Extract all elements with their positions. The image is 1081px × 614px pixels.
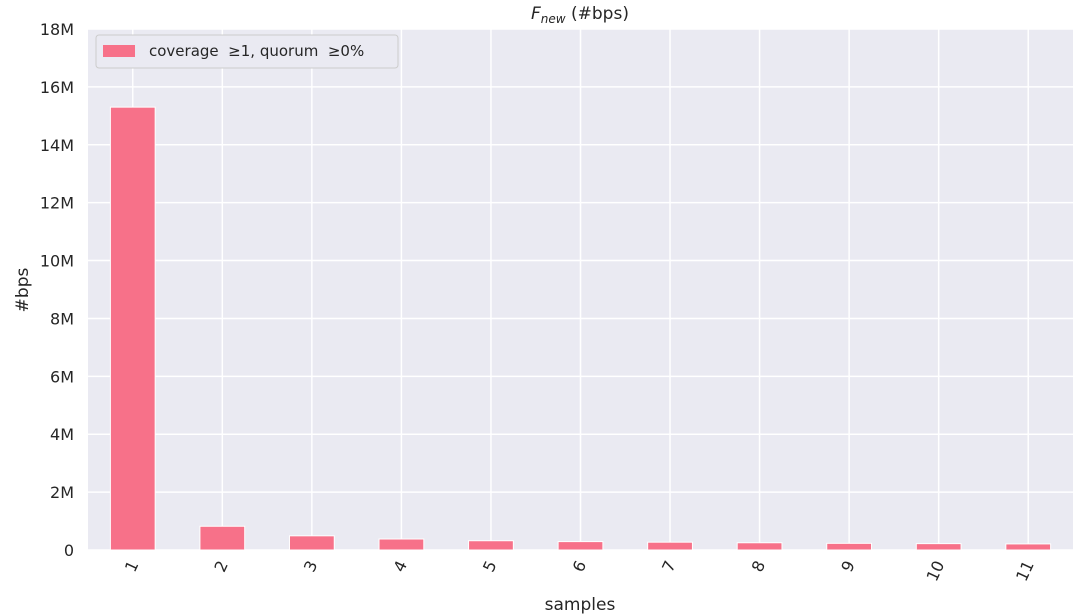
legend-label: coverage ≥1, quorum ≥0%	[149, 42, 364, 60]
bar	[199, 525, 246, 551]
bar	[468, 540, 514, 551]
bar	[288, 535, 335, 551]
x-tick-label: 7	[658, 558, 680, 575]
y-tick-label: 10M	[40, 252, 74, 271]
x-tick-label: 10	[922, 558, 948, 584]
y-tick-label: 0	[64, 541, 74, 560]
title-subscript: new	[541, 12, 566, 26]
bar	[826, 542, 873, 551]
title-rest: (#bps)	[566, 4, 629, 24]
y-tick-label: 6M	[50, 367, 74, 386]
legend: coverage ≥1, quorum ≥0%	[95, 34, 399, 69]
chart-title: Fnew (#bps)	[531, 4, 629, 26]
x-tick-label: 4	[390, 558, 412, 575]
y-tick-label: 4M	[50, 425, 74, 444]
bar	[647, 541, 693, 551]
y-tick-label: 16M	[40, 78, 74, 97]
legend-box	[95, 34, 399, 69]
y-tick-label: 14M	[40, 136, 74, 155]
y-tick-label: 12M	[40, 194, 74, 213]
x-axis-label: samples	[545, 595, 616, 614]
y-axis-ticks: 0 2M 4M 6M 8M 10M 12M 14M 16M 18M	[40, 20, 74, 560]
title-main: F	[531, 4, 541, 24]
x-axis-ticks: 1 2 3 4 5 6 7 8 9 10 11	[121, 558, 1038, 584]
x-tick-label: 2	[210, 558, 232, 575]
y-tick-label: 18M	[40, 20, 74, 39]
y-axis-label: #bps	[13, 268, 33, 313]
x-tick-label: 3	[300, 558, 322, 575]
x-tick-label: 11	[1012, 558, 1038, 584]
x-tick-label: 6	[569, 558, 591, 575]
y-tick-label: 2M	[50, 483, 74, 502]
bar	[109, 106, 156, 551]
x-tick-label: 5	[479, 558, 501, 575]
bars	[109, 106, 1052, 551]
legend-swatch	[103, 45, 135, 57]
bar	[557, 541, 604, 551]
x-tick-label: 8	[748, 558, 770, 575]
x-tick-label: 1	[121, 558, 143, 575]
bar	[1005, 543, 1052, 551]
y-tick-label: 8M	[50, 309, 74, 328]
bar	[736, 542, 783, 551]
bar	[915, 543, 962, 551]
x-tick-label: 9	[837, 558, 859, 575]
bar	[378, 538, 425, 551]
